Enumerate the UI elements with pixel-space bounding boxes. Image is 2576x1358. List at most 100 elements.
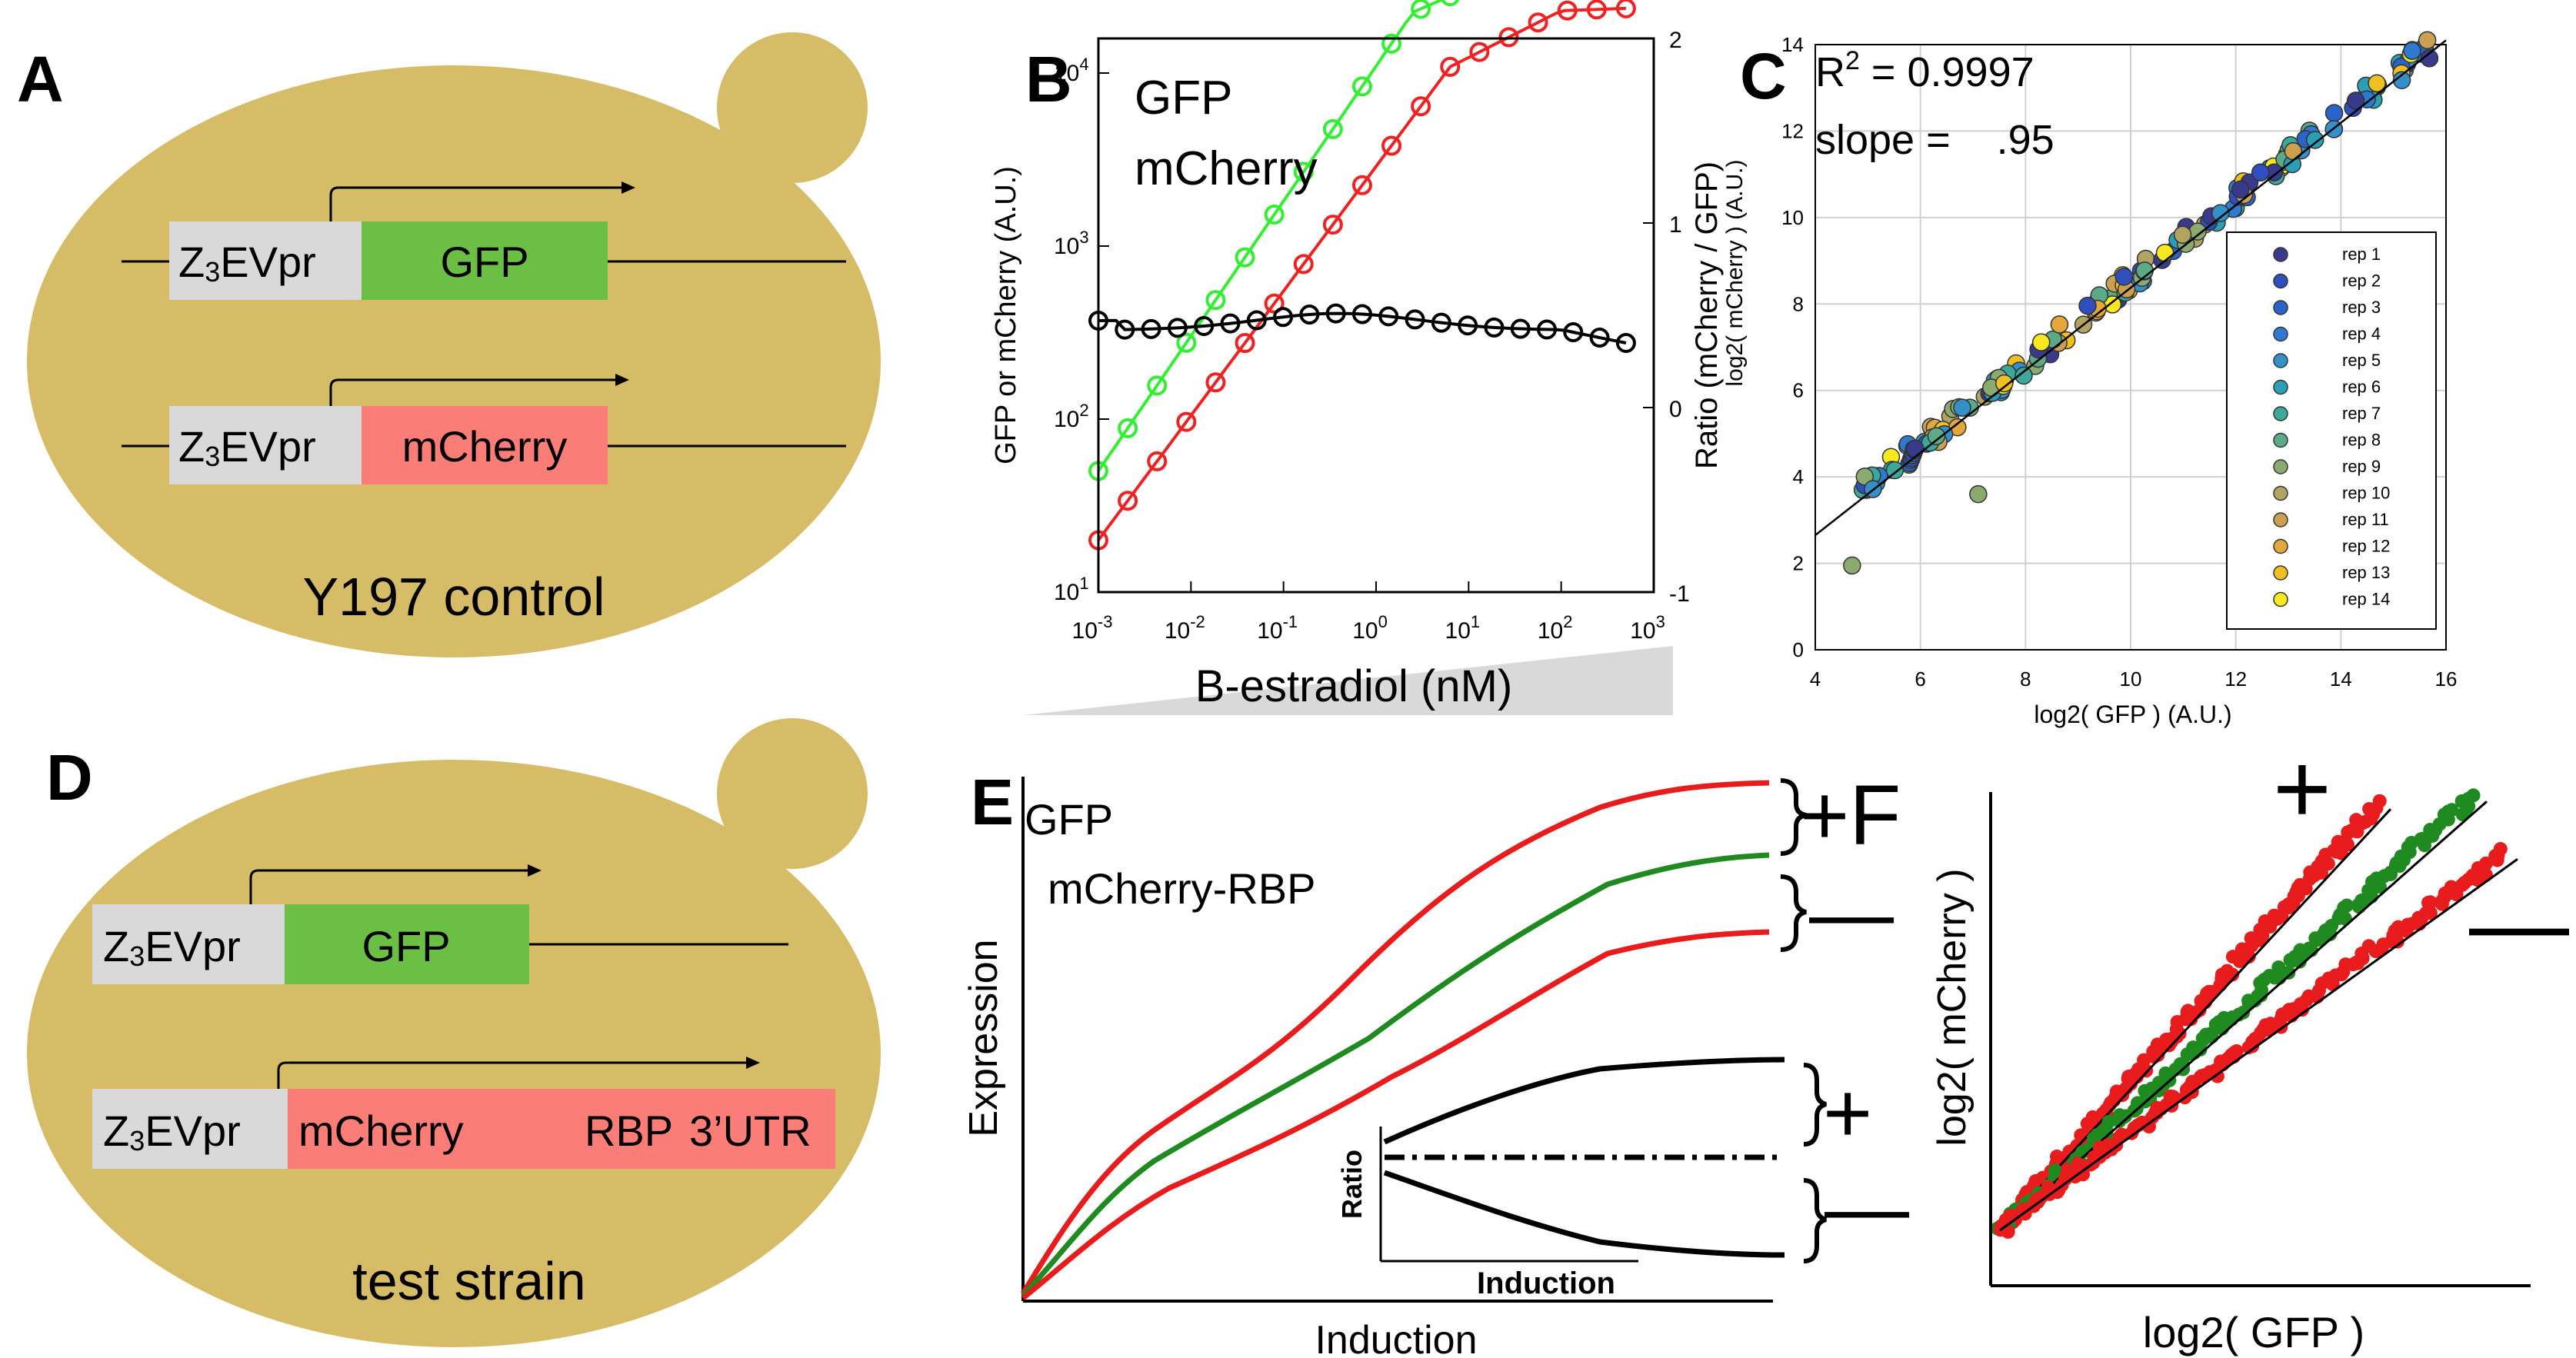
transcription-arrow-a1: [329, 186, 622, 221]
ratio-curve: [1098, 311, 1627, 344]
scatter-red-low: [2423, 895, 2438, 910]
legend-gfp-b: GFP: [1135, 72, 1232, 125]
legend-label-c: rep 8: [2342, 431, 2381, 450]
legend-mcherry-b: mCherry: [1135, 142, 1318, 195]
ratio-curve-point: [1615, 332, 1636, 353]
gfp-curve-point: [1322, 118, 1343, 139]
bud-a: [717, 32, 868, 183]
x-tick-label-b: 102: [1538, 612, 1573, 644]
ratio-curve-point: [1589, 328, 1610, 348]
gfp-curve-point: [1411, 0, 1431, 19]
panel-c: 4 6 8 10 12 14 16 0 2 4 6 8 10 12 14 C R2 = 0.9997 slo…: [1722, 31, 2458, 728]
promoter-box-d2: [92, 1089, 288, 1169]
brace-icon: [1780, 778, 1807, 856]
legend-label-c: rep 4: [2342, 325, 2381, 344]
legend-gfp-e: GFP: [1025, 795, 1113, 844]
y-tick-label-b: 104: [1054, 55, 1089, 86]
label-plus-scatter: +: [2273, 732, 2331, 844]
scatter-red-high-fit: [1998, 808, 2392, 1232]
gfp-curve-point: [1264, 205, 1285, 225]
panel-a: A Z3EVpr GFP Z3EVpr mCherry Y197 control: [17, 32, 881, 657]
x-tick-label-b: 101: [1445, 612, 1481, 644]
arrow-head-icon: [746, 1057, 760, 1069]
scatter-red-high: [2220, 964, 2234, 978]
legend-label-c: rep 11: [2342, 510, 2389, 529]
x-tick-label-b: 103: [1630, 612, 1665, 644]
brace-icon: [1803, 1063, 1827, 1147]
label-plus-ratio: +: [1823, 1066, 1872, 1160]
scatter-red-high: [2139, 1063, 2154, 1078]
mcherry-curve-point: [1557, 0, 1578, 21]
data-point-c: [2114, 268, 2134, 286]
y2-axis-label-b: Ratio (mCherry / GFP): [1690, 161, 1724, 469]
data-point-c: [2031, 333, 2051, 351]
gfp-curve-point: [1441, 0, 1460, 7]
inset-ratio-up: [1383, 1057, 1785, 1145]
gfp-curve-point: [1351, 76, 1372, 97]
mcherry-box-a: [362, 406, 608, 484]
data-point-c: [1906, 439, 1925, 458]
y2-tick-label-b: 0: [1669, 397, 1682, 422]
scatter-red-low: [2076, 1167, 2091, 1182]
x-tick-label-c: 16: [2435, 667, 2458, 691]
y-tick-label-c: 12: [1781, 119, 1804, 142]
scatter-red-low: [2479, 856, 2494, 870]
label-plus-f: +F: [1800, 768, 1901, 863]
data-point-c: [2251, 163, 2270, 182]
inset-x-label: Induction: [1477, 1266, 1615, 1300]
slope-label: slope = .95: [1815, 117, 2054, 163]
panel-b: 10-3 10-2 10-1 100 101 102 103 101 102 103 104 -1 0 1…: [990, 0, 1724, 715]
gfp-curve-point: [1118, 418, 1138, 438]
scatter-red-low: [2355, 951, 2370, 966]
transcription-arrow-a2: [329, 378, 615, 406]
scatter-green: [2281, 965, 2296, 980]
data-point-c: [2368, 74, 2386, 93]
brace-icon: [1803, 1178, 1827, 1263]
data-point-c: [2078, 296, 2097, 315]
mcherry-curve-point: [1235, 333, 1255, 353]
x-tick-label-b: 10-2: [1165, 612, 1205, 644]
transcription-arrow-d2: [277, 1061, 746, 1089]
legend-marker-c: [2273, 247, 2288, 262]
y-tick-label-b: 103: [1054, 228, 1089, 259]
gradient-wedge: [1023, 646, 1673, 715]
legend-mcherry-rbp-e: mCherry-RBP: [1048, 864, 1315, 913]
fit-line-c: [1815, 39, 2447, 537]
mcherry-rbp-box-d: [288, 1089, 835, 1169]
scatter-red-low: [2229, 1043, 2244, 1058]
scatter-red-low: [2401, 917, 2415, 932]
scatter-red-low: [2166, 1090, 2181, 1104]
data-point-c: [1953, 398, 1971, 417]
promoter-label-a2: Z3EVpr: [178, 422, 316, 472]
data-point-c: [2231, 180, 2250, 199]
scatter-red-low: [2361, 939, 2376, 954]
legend-marker-c: [2273, 379, 2288, 395]
legend-marker-c: [2273, 273, 2288, 289]
panel-c-plot: 4 6 8 10 12 14 16 0 2 4 6 8 10 12 14: [1781, 31, 2458, 691]
gene-label-gfp-d: GFP: [362, 922, 450, 970]
promoter-box-a2: [169, 406, 362, 484]
legend-label-c: rep 7: [2342, 404, 2381, 423]
y-tick-label-c: 6: [1793, 379, 1804, 402]
legend-c: rep 1 rep 2 rep 3 rep 4 rep 5 rep 6 rep 7 rep 8…: [2273, 245, 2390, 609]
legend-label-c: rep 12: [2342, 537, 2390, 556]
scatter-red-low: [2390, 934, 2404, 949]
y-tick-label-c: 2: [1793, 552, 1804, 575]
panel-d: D Z3EVpr GFP Z3EVpr mCherry RBP 3’UTR te…: [27, 718, 881, 1347]
panel-letter-e: E: [971, 766, 1014, 838]
data-point-c: [2050, 315, 2069, 334]
mcherry-curve-point: [1440, 56, 1461, 77]
gfp-curve-point: [1205, 290, 1226, 311]
x-tick-label-c: 12: [2224, 667, 2247, 691]
gfp-curve-point: [1176, 332, 1197, 353]
data-point-c: [1927, 427, 1946, 445]
legend-marker-c: [2273, 591, 2288, 607]
data-point-c: [1969, 484, 1988, 504]
scatter-green: [2461, 791, 2476, 806]
data-point-c: [1855, 468, 1875, 486]
arrow-head-icon: [615, 374, 629, 386]
y-tick-label-c: 0: [1793, 638, 1804, 661]
axis-ticks-b: 10-3 10-2 10-1 100 101 102 103 101 102 103 104 -1 0 1…: [1054, 28, 1690, 644]
cell-body-a: [27, 65, 881, 657]
x-tick-label-b: 10-1: [1257, 612, 1298, 644]
